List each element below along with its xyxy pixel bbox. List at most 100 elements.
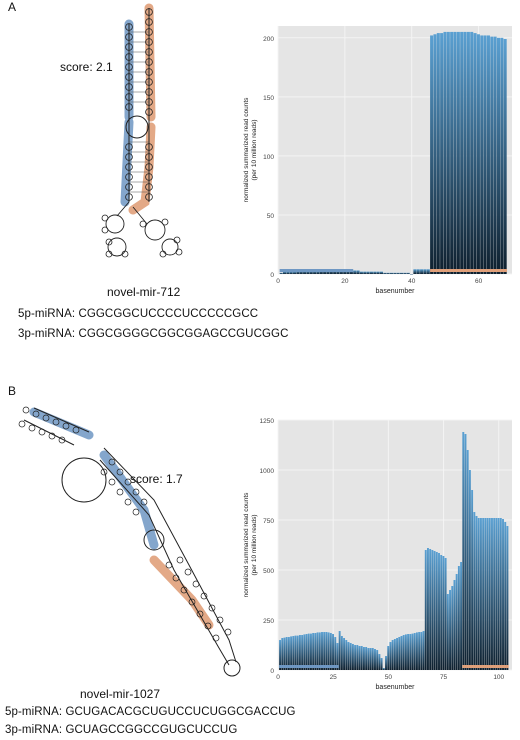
bar bbox=[479, 518, 482, 670]
panel-b-3p-sequence: 3p-miRNA: GCUAGCCGGCCGUGCUCCUG bbox=[5, 724, 237, 736]
bar bbox=[493, 518, 496, 670]
bar bbox=[389, 642, 392, 670]
bar bbox=[362, 647, 365, 670]
bar bbox=[403, 272, 407, 274]
bar bbox=[336, 643, 339, 670]
bar bbox=[429, 549, 432, 670]
bar bbox=[495, 518, 498, 670]
bar bbox=[456, 31, 460, 275]
3p-sequence-value: GCUAGCCGGCCGUGCUCCUG bbox=[65, 724, 238, 736]
bar bbox=[309, 270, 313, 274]
bar bbox=[376, 271, 380, 274]
bar bbox=[303, 634, 306, 670]
x-tick-label: 60 bbox=[475, 278, 483, 285]
bar bbox=[400, 636, 403, 670]
bar bbox=[287, 637, 290, 670]
bar bbox=[376, 650, 379, 670]
bar bbox=[354, 645, 357, 670]
bar bbox=[400, 272, 404, 274]
5p-sequence-value: CGGCGGCUCCCCUCCCCCGCC bbox=[78, 308, 259, 320]
bar bbox=[387, 646, 390, 670]
bar bbox=[338, 631, 341, 670]
bar bbox=[483, 35, 487, 275]
bar bbox=[349, 643, 352, 670]
bar bbox=[463, 31, 467, 275]
bar bbox=[359, 271, 363, 274]
panel-b-label: B bbox=[8, 384, 17, 398]
arm-5p-bar bbox=[279, 269, 354, 272]
x-tick-label: 25 bbox=[330, 674, 338, 681]
bar bbox=[283, 637, 286, 670]
panel-a-3p-sequence: 3p-miRNA: CGGCGGGGCGGCGGAGCCGUCGGC bbox=[18, 328, 288, 340]
bar bbox=[473, 33, 477, 274]
bar bbox=[446, 594, 449, 670]
panel-b-5p-sequence: 5p-miRNA: GCUGACACGCUGUCCUCUGGCGACCUG bbox=[5, 706, 296, 718]
bar bbox=[378, 654, 381, 670]
arm-3p-bar bbox=[430, 269, 507, 272]
bar bbox=[435, 552, 438, 670]
panel-b-hairpin-structure bbox=[18, 406, 241, 677]
bar bbox=[503, 38, 507, 274]
bar bbox=[385, 656, 387, 670]
bar bbox=[303, 270, 307, 274]
bar bbox=[413, 633, 416, 670]
x-tick-label: 75 bbox=[440, 674, 448, 681]
bar bbox=[366, 271, 370, 274]
bar bbox=[289, 271, 293, 274]
bar bbox=[500, 37, 504, 274]
bar bbox=[356, 645, 359, 670]
bar bbox=[464, 434, 467, 670]
bar bbox=[424, 550, 427, 670]
3p-label: 3p-miRNA: bbox=[5, 724, 63, 736]
bar bbox=[488, 518, 491, 670]
bar bbox=[411, 633, 414, 670]
bar bbox=[438, 553, 440, 670]
bar bbox=[496, 37, 500, 274]
panel-a-5p-sequence: 5p-miRNA: CGGCGGCUCCCCUCCCCCGCC bbox=[18, 308, 258, 320]
bar bbox=[402, 635, 405, 670]
bar bbox=[446, 31, 450, 275]
bar bbox=[476, 34, 480, 275]
bar bbox=[380, 658, 383, 670]
bar bbox=[353, 270, 357, 274]
panel-b-mirna-name: novel-mir-1027 bbox=[80, 687, 161, 701]
bar bbox=[363, 271, 367, 274]
bar bbox=[347, 642, 350, 670]
bar bbox=[486, 518, 489, 670]
bar bbox=[440, 33, 444, 274]
bar bbox=[436, 33, 440, 274]
bar bbox=[491, 518, 493, 670]
bar bbox=[422, 631, 425, 670]
bar bbox=[296, 270, 300, 274]
bar bbox=[398, 637, 401, 670]
bar bbox=[471, 490, 474, 670]
bar bbox=[365, 647, 368, 670]
bar bbox=[323, 632, 326, 670]
bar bbox=[468, 470, 471, 670]
bar bbox=[371, 648, 374, 670]
bar bbox=[466, 31, 470, 275]
x-axis-label: basenumber bbox=[376, 288, 416, 295]
y-tick-label: 1000 bbox=[260, 468, 275, 475]
bar bbox=[305, 634, 308, 670]
y-axis-label: normalized summarized read counts bbox=[243, 97, 250, 203]
y-axis-label: normalized summarized read counts bbox=[243, 492, 250, 598]
bar bbox=[482, 518, 485, 670]
bar bbox=[426, 269, 430, 274]
panel-b-score: score: 1.7 bbox=[130, 472, 183, 486]
bar bbox=[410, 274, 414, 275]
bar bbox=[473, 512, 476, 670]
bar bbox=[499, 518, 502, 670]
3p-sequence-value: CGGCGGGGCGGCGGAGCCGUCGGC bbox=[78, 328, 289, 340]
bar bbox=[281, 638, 284, 670]
x-tick-label: 50 bbox=[385, 674, 393, 681]
bar bbox=[389, 272, 394, 274]
panel-a-score: score: 2.1 bbox=[60, 60, 113, 74]
bar bbox=[449, 590, 451, 670]
bar bbox=[293, 271, 297, 274]
bar bbox=[318, 632, 321, 670]
bar bbox=[490, 36, 494, 274]
bar bbox=[393, 272, 397, 274]
bar bbox=[502, 519, 504, 670]
bar bbox=[393, 639, 396, 670]
